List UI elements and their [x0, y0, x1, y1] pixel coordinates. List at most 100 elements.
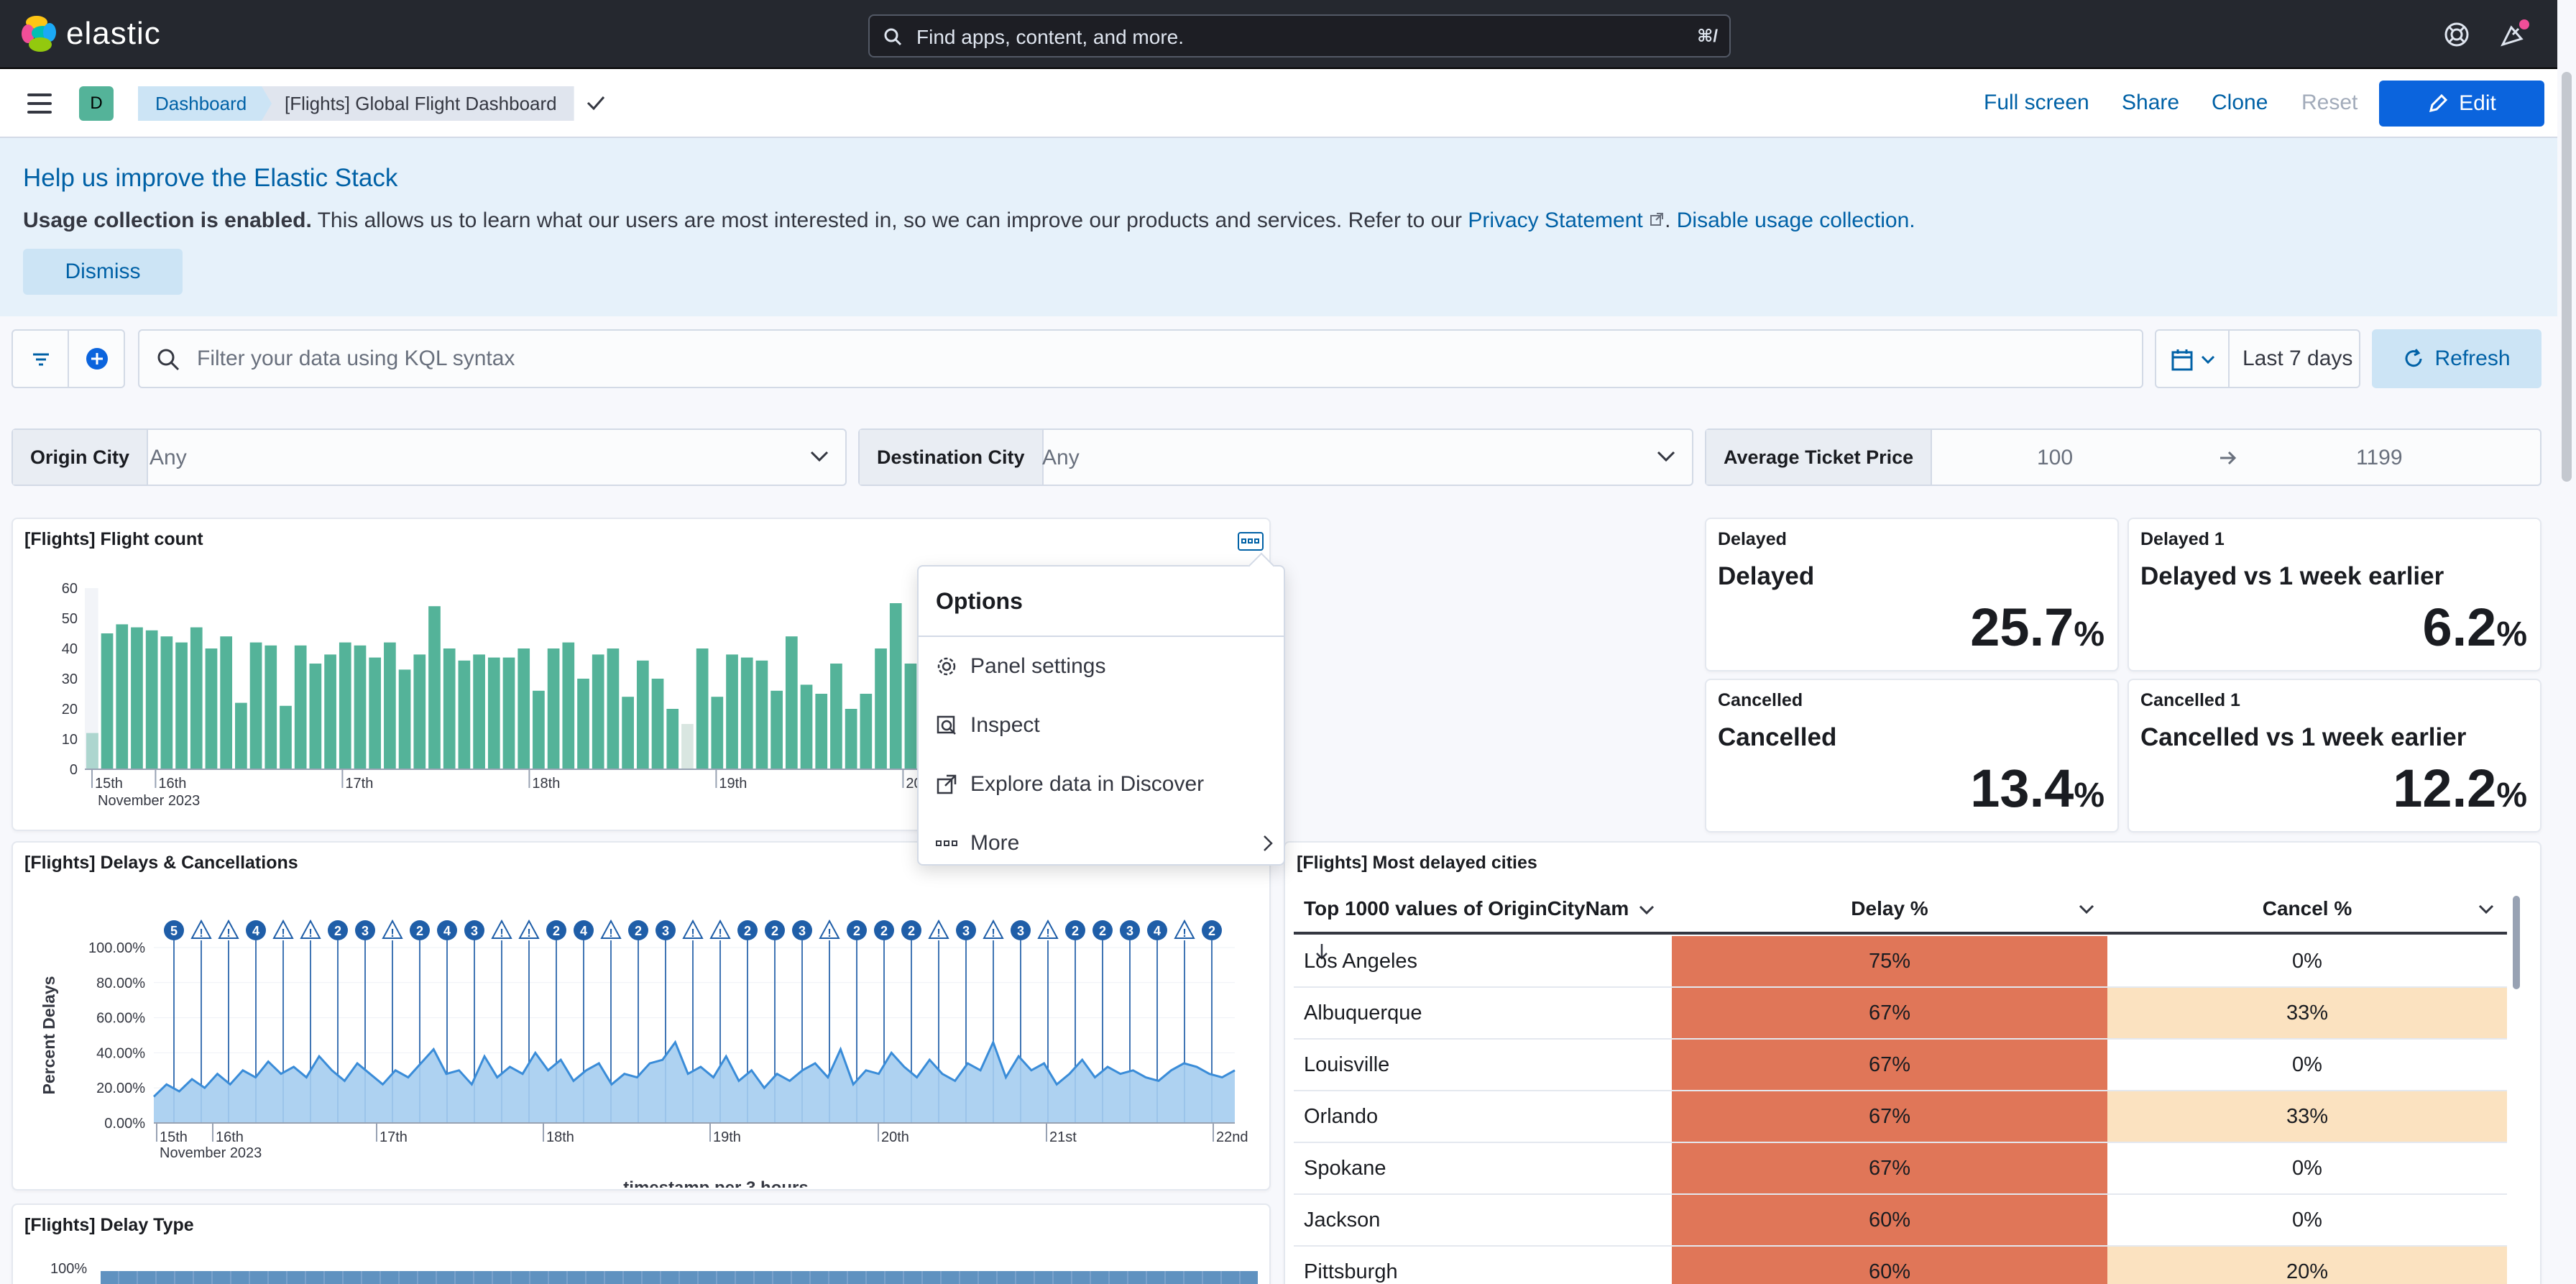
chart-bar — [384, 642, 396, 769]
sort-descending-icon[interactable] — [1314, 943, 1330, 961]
dashboard-header: D Dashboard [Flights] Global Flight Dash… — [0, 69, 2557, 138]
chart-bar — [473, 654, 485, 769]
y-tick-label: 20 — [62, 702, 78, 717]
count-marker-label: 3 — [962, 924, 970, 938]
count-marker — [1092, 920, 1113, 940]
table-row: Los Angeles 75% 0% — [1294, 936, 2507, 988]
menu-item-inspect[interactable]: Inspect — [936, 713, 1274, 738]
y-tick-label: 60 — [62, 581, 78, 597]
chart-bar — [369, 657, 382, 769]
chevron-down-icon[interactable] — [2079, 904, 2094, 914]
panel-title: [Flights] Most delayed cities — [1297, 853, 1537, 873]
add-filter-button[interactable] — [68, 329, 125, 388]
menu-item-discover[interactable]: Explore data in Discover — [936, 772, 1274, 797]
disable-usage-link[interactable]: Disable usage collection. — [1676, 208, 1915, 232]
warning-marker — [491, 919, 512, 939]
price-min-input[interactable]: 100 — [2037, 446, 2074, 469]
column-header-cancel[interactable]: Cancel % — [2262, 897, 2352, 920]
panel-options-button[interactable] — [1238, 532, 1264, 551]
city-cell: Louisville — [1304, 1053, 1390, 1076]
warning-marker-label: ! — [991, 927, 995, 940]
warning-marker-label: ! — [390, 927, 394, 940]
destination-city-label: Destination City — [860, 430, 1044, 485]
kql-query-placeholder: Filter your data using KQL syntax — [197, 347, 515, 370]
menu-item-more[interactable]: More — [936, 831, 1274, 856]
count-marker-label: 3 — [799, 924, 806, 938]
warning-marker-label: ! — [718, 927, 722, 940]
space-avatar[interactable]: D — [79, 86, 114, 121]
refresh-label: Refresh — [2434, 347, 2511, 370]
elastic-logo[interactable]: elastic — [22, 16, 161, 52]
menu-toggle-icon[interactable] — [27, 93, 52, 114]
cancel-cell: 0% — [2292, 950, 2322, 973]
warning-marker-label: ! — [609, 927, 612, 940]
calendar-icon — [2171, 349, 2193, 371]
origin-city-control[interactable]: Origin City Any — [12, 428, 847, 486]
pencil-icon — [2429, 93, 2448, 113]
count-marker-label: 2 — [1072, 924, 1079, 938]
menu-item-panel-settings[interactable]: Panel settings — [936, 654, 1274, 679]
table-scrollbar[interactable] — [2513, 896, 2520, 989]
chart-bar — [175, 642, 188, 769]
delay-cell: 60% — [1672, 1247, 2107, 1284]
count-marker-label: 2 — [635, 924, 642, 938]
metric-label: Cancelled — [1718, 723, 1837, 751]
destination-city-control[interactable]: Destination City Any — [858, 428, 1693, 486]
city-cell: Jackson — [1304, 1209, 1381, 1232]
delay-cell: 67% — [1672, 1040, 2107, 1090]
price-max-input[interactable]: 1199 — [2356, 446, 2403, 469]
chart-bar — [101, 633, 114, 769]
plus-circle-icon — [86, 348, 108, 370]
clone-button[interactable]: Clone — [2212, 91, 2268, 114]
share-button[interactable]: Share — [2122, 91, 2180, 114]
city-cell: Los Angeles — [1304, 950, 1418, 973]
kql-query-input[interactable]: Filter your data using KQL syntax — [138, 329, 2143, 388]
chart-bar — [711, 697, 724, 769]
count-marker — [246, 920, 266, 940]
help-icon[interactable] — [2442, 20, 2471, 49]
x-tick-label: 21st — [1049, 1129, 1077, 1145]
date-picker[interactable]: Last 7 days — [2155, 329, 2360, 388]
count-marker — [1202, 920, 1222, 940]
breadcrumb-dashboard[interactable]: Dashboard — [138, 86, 281, 121]
count-marker-label: 3 — [362, 924, 369, 938]
warning-marker — [819, 919, 840, 939]
privacy-statement-link[interactable]: Privacy Statement — [1468, 208, 1643, 232]
metric-value: 6.2% — [2422, 597, 2527, 657]
chart-bar — [116, 624, 129, 769]
news-feed-icon[interactable] — [2497, 17, 2531, 52]
city-cell: Pittsburgh — [1304, 1260, 1398, 1283]
dismiss-button[interactable]: Dismiss — [23, 249, 183, 295]
ticket-price-control[interactable]: Average Ticket Price 100 1199 — [1705, 428, 2542, 486]
y-tick-label: 80.00% — [96, 976, 145, 991]
chevron-down-icon[interactable] — [2478, 904, 2494, 914]
global-search-input[interactable]: Find apps, content, and more. ⌘/ — [868, 14, 1731, 58]
refresh-button[interactable]: Refresh — [2372, 329, 2542, 388]
count-marker-label: 5 — [170, 924, 178, 938]
table-row: Jackson 60% 0% — [1294, 1195, 2507, 1247]
chevron-down-icon — [810, 451, 829, 462]
count-marker — [437, 920, 457, 940]
arrow-right-icon — [2220, 451, 2237, 465]
brand-name: elastic — [66, 16, 161, 51]
chart-bar — [428, 606, 441, 769]
filter-menu-button[interactable] — [12, 329, 69, 388]
chart-bar — [220, 636, 233, 769]
column-header-delay[interactable]: Delay % — [1851, 897, 1928, 920]
column-header-city[interactable]: Top 1000 values of OriginCityNam — [1304, 886, 1663, 960]
chart-bar — [205, 648, 218, 769]
breadcrumb-current: [Flights] Global Flight Dashboard — [262, 86, 574, 121]
chevron-right-icon — [1264, 835, 1273, 851]
metric-label: Delayed vs 1 week earlier — [2140, 562, 2444, 590]
cancel-cell: 0% — [2292, 1157, 2322, 1180]
page-scrollbar[interactable] — [2562, 72, 2572, 482]
warning-marker — [1174, 919, 1195, 939]
reset-button[interactable]: Reset — [2301, 91, 2358, 114]
chart-bar — [860, 694, 873, 769]
x-sub-label: November 2023 — [98, 793, 200, 809]
count-marker — [464, 920, 484, 940]
full-screen-button[interactable]: Full screen — [1984, 91, 2089, 114]
callout-period: . — [1665, 208, 1677, 232]
edit-button[interactable]: Edit — [2379, 81, 2544, 127]
panel-options-menu: Options Panel settings Inspect Explore d… — [917, 552, 1285, 866]
